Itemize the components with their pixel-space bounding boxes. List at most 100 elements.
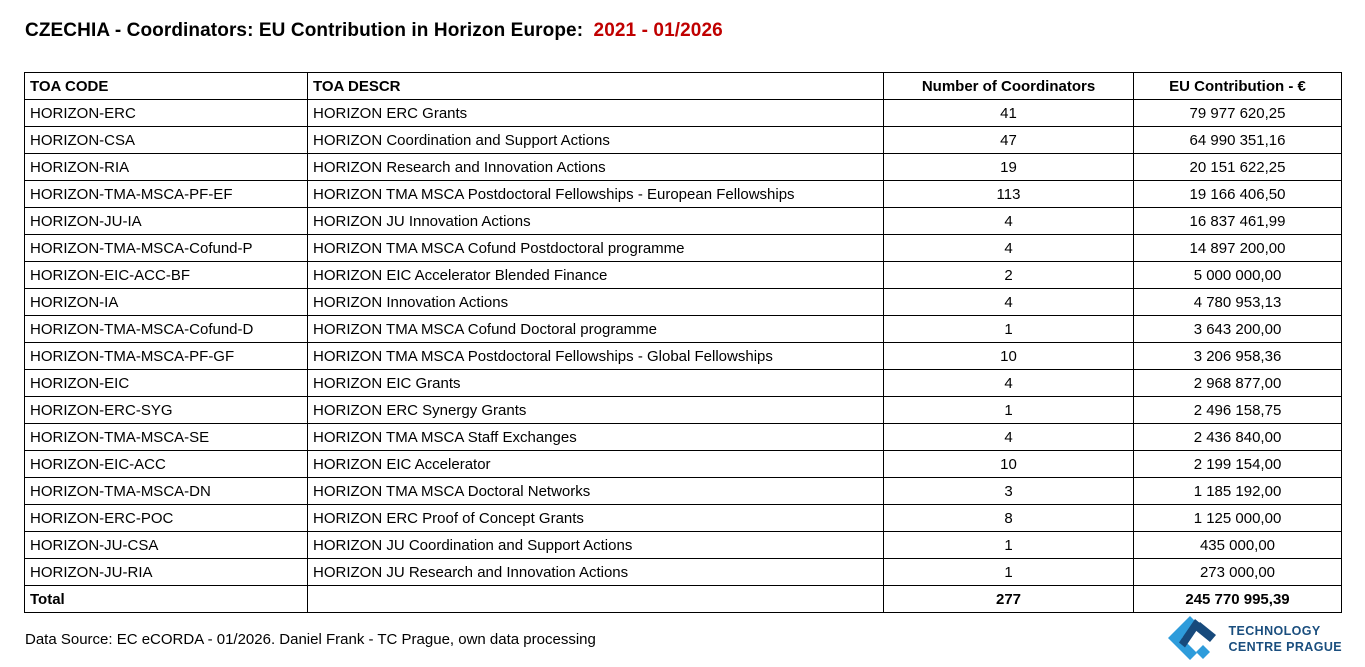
table-row: HORIZON-EIC HORIZON EIC Grants 4 2 968 877,… — [24, 369, 1342, 397]
cell-coordinators: 4 — [883, 207, 1134, 235]
cell-toa-code: HORIZON-TMA-MSCA-Cofund-P — [24, 234, 308, 262]
total-descr — [307, 585, 884, 613]
cell-toa-descr: HORIZON TMA MSCA Doctoral Networks — [307, 477, 884, 505]
table-row: HORIZON-ERC-SYG HORIZON ERC Synergy Grant… — [24, 396, 1342, 424]
logo-line2: CENTRE PRAGUE — [1228, 640, 1342, 654]
cell-coordinators: 1 — [883, 531, 1134, 559]
cell-toa-code: HORIZON-RIA — [24, 153, 308, 181]
cell-toa-code: HORIZON-TMA-MSCA-PF-EF — [24, 180, 308, 208]
table-row: HORIZON-TMA-MSCA-DN HORIZON TMA MSCA Doct… — [24, 477, 1342, 505]
table-row: HORIZON-TMA-MSCA-PF-EF HORIZON TMA MSCA P… — [24, 180, 1342, 208]
cell-toa-code: HORIZON-ERC-SYG — [24, 396, 308, 424]
cell-toa-code: HORIZON-EIC-ACC — [24, 450, 308, 478]
cell-coordinators: 47 — [883, 126, 1134, 154]
header-toa-descr: TOA DESCR — [307, 72, 884, 100]
cell-toa-descr: HORIZON EIC Grants — [307, 369, 884, 397]
page-title: CZECHIA - Coordinators: EU Contribution … — [25, 20, 723, 42]
table-row: HORIZON-JU-CSA HORIZON JU Coordination an… — [24, 531, 1342, 559]
data-source-note: Data Source: EC eCORDA - 01/2026. Daniel… — [25, 631, 596, 648]
table-row: HORIZON-ERC-POC HORIZON ERC Proof of Conc… — [24, 504, 1342, 532]
cell-toa-descr: HORIZON EIC Accelerator Blended Finance — [307, 261, 884, 289]
cell-toa-descr: HORIZON ERC Proof of Concept Grants — [307, 504, 884, 532]
cell-coordinators: 113 — [883, 180, 1134, 208]
table-row: HORIZON-EIC-ACC HORIZON EIC Accelerator 10… — [24, 450, 1342, 478]
cell-toa-descr: HORIZON Coordination and Support Actions — [307, 126, 884, 154]
cell-toa-code: HORIZON-JU-CSA — [24, 531, 308, 559]
cell-toa-code: HORIZON-IA — [24, 288, 308, 316]
cell-coordinators: 41 — [883, 99, 1134, 127]
cell-toa-descr: HORIZON Research and Innovation Actions — [307, 153, 884, 181]
tc-prague-logo: TECHNOLOGY CENTRE PRAGUE — [1167, 615, 1342, 663]
cell-contribution: 16 837 461,99 — [1133, 207, 1342, 235]
cell-toa-code: HORIZON-EIC — [24, 369, 308, 397]
cell-contribution: 2 199 154,00 — [1133, 450, 1342, 478]
total-row: Total 277 245 770 995,39 — [24, 585, 1342, 613]
cell-toa-descr: HORIZON TMA MSCA Cofund Doctoral program… — [307, 315, 884, 343]
cell-coordinators: 4 — [883, 369, 1134, 397]
cell-toa-descr: HORIZON TMA MSCA Postdoctoral Fellowship… — [307, 342, 884, 370]
cell-coordinators: 10 — [883, 342, 1134, 370]
table-row: HORIZON-EIC-ACC-BF HORIZON EIC Accelerato… — [24, 261, 1342, 289]
cell-toa-code: HORIZON-JU-RIA — [24, 558, 308, 586]
cell-toa-descr: HORIZON ERC Grants — [307, 99, 884, 127]
cell-toa-code: HORIZON-TMA-MSCA-SE — [24, 423, 308, 451]
cell-contribution: 64 990 351,16 — [1133, 126, 1342, 154]
table-header-row: TOA CODE TOA DESCR Number of Coordinator… — [24, 72, 1342, 100]
cell-coordinators: 1 — [883, 558, 1134, 586]
table-row: HORIZON-ERC HORIZON ERC Grants 41 79 977 62… — [24, 99, 1342, 127]
cell-contribution: 2 496 158,75 — [1133, 396, 1342, 424]
header-coordinators: Number of Coordinators — [883, 72, 1134, 100]
cell-toa-descr: HORIZON TMA MSCA Cofund Postdoctoral pro… — [307, 234, 884, 262]
cell-coordinators: 3 — [883, 477, 1134, 505]
cell-coordinators: 4 — [883, 288, 1134, 316]
cell-contribution: 1 185 192,00 — [1133, 477, 1342, 505]
page-title-main: CZECHIA - Coordinators: EU Contribution … — [25, 20, 584, 41]
cell-coordinators: 19 — [883, 153, 1134, 181]
cell-contribution: 2 436 840,00 — [1133, 423, 1342, 451]
cell-contribution: 273 000,00 — [1133, 558, 1342, 586]
cell-contribution: 2 968 877,00 — [1133, 369, 1342, 397]
tc-prague-logo-icon — [1168, 616, 1217, 660]
cell-coordinators: 8 — [883, 504, 1134, 532]
cell-toa-descr: HORIZON JU Research and Innovation Actio… — [307, 558, 884, 586]
cell-toa-code: HORIZON-EIC-ACC-BF — [24, 261, 308, 289]
cell-contribution: 14 897 200,00 — [1133, 234, 1342, 262]
table-row: HORIZON-JU-IA HORIZON JU Innovation Actio… — [24, 207, 1342, 235]
cell-toa-code: HORIZON-CSA — [24, 126, 308, 154]
cell-contribution: 3 643 200,00 — [1133, 315, 1342, 343]
coordinators-table: TOA CODE TOA DESCR Number of Coordinator… — [24, 72, 1342, 613]
page-title-period: 2021 - 01/2026 — [593, 20, 723, 41]
tc-prague-logo-text: TECHNOLOGY CENTRE PRAGUE — [1228, 623, 1342, 656]
cell-toa-code: HORIZON-ERC — [24, 99, 308, 127]
cell-coordinators: 1 — [883, 315, 1134, 343]
total-contribution: 245 770 995,39 — [1133, 585, 1342, 613]
cell-toa-descr: HORIZON Innovation Actions — [307, 288, 884, 316]
table-row: HORIZON-CSA HORIZON Coordination and Supp… — [24, 126, 1342, 154]
table-row: HORIZON-JU-RIA HORIZON JU Research and In… — [24, 558, 1342, 586]
cell-toa-descr: HORIZON JU Coordination and Support Acti… — [307, 531, 884, 559]
header-contribution: EU Contribution - € — [1133, 72, 1342, 100]
cell-contribution: 5 000 000,00 — [1133, 261, 1342, 289]
cell-contribution: 3 206 958,36 — [1133, 342, 1342, 370]
cell-toa-descr: HORIZON ERC Synergy Grants — [307, 396, 884, 424]
cell-toa-code: HORIZON-JU-IA — [24, 207, 308, 235]
logo-line1: TECHNOLOGY — [1228, 623, 1321, 638]
cell-coordinators: 10 — [883, 450, 1134, 478]
cell-toa-code: HORIZON-ERC-POC — [24, 504, 308, 532]
cell-coordinators: 4 — [883, 423, 1134, 451]
table-row: HORIZON-TMA-MSCA-SE HORIZON TMA MSCA Staf… — [24, 423, 1342, 451]
cell-toa-descr: HORIZON TMA MSCA Postdoctoral Fellowship… — [307, 180, 884, 208]
total-label: Total — [24, 585, 308, 613]
total-coordinators: 277 — [883, 585, 1134, 613]
cell-toa-code: HORIZON-TMA-MSCA-DN — [24, 477, 308, 505]
cell-contribution: 19 166 406,50 — [1133, 180, 1342, 208]
cell-toa-descr: HORIZON JU Innovation Actions — [307, 207, 884, 235]
cell-coordinators: 2 — [883, 261, 1134, 289]
cell-coordinators: 4 — [883, 234, 1134, 262]
cell-contribution: 435 000,00 — [1133, 531, 1342, 559]
cell-toa-descr: HORIZON EIC Accelerator — [307, 450, 884, 478]
table-row: HORIZON-IA HORIZON Innovation Actions 4 4 7… — [24, 288, 1342, 316]
header-toa-code: TOA CODE — [24, 72, 308, 100]
table-row: HORIZON-TMA-MSCA-Cofund-P HORIZON TMA MSC… — [24, 234, 1342, 262]
cell-contribution: 79 977 620,25 — [1133, 99, 1342, 127]
